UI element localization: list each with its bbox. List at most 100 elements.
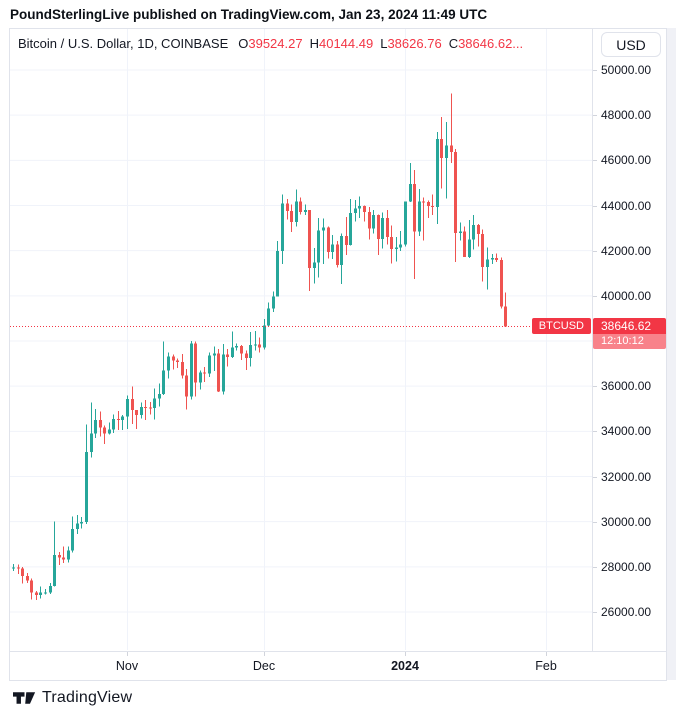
price-tick-mark [593,115,597,117]
candle-body [308,210,311,268]
price-tick-mark [593,566,597,568]
candle-body [103,427,106,434]
candle-body [181,362,184,376]
candle-body [486,259,489,268]
candle-body [372,214,375,229]
candle-wick [496,253,497,262]
price-tick-label: 48000.00 [601,108,652,123]
candle-body [185,375,188,397]
candle-body [276,250,279,297]
candle-body [213,353,216,356]
tradingview-brand[interactable]: TradingView [42,688,133,706]
candle-body [286,203,289,211]
time-axis-label: Dec [252,659,276,673]
candle-body [80,521,83,524]
candle-wick [400,231,401,252]
candle-wick [323,218,324,264]
bar-countdown: 12:10:12 [593,334,666,349]
tradingview-logo-icon[interactable] [13,690,36,705]
candle-body [390,237,393,250]
candle-body [126,398,129,417]
candle-body [258,344,261,348]
candle-body [17,567,20,569]
candle-body [62,557,65,560]
candle-wick [227,348,228,367]
candle-wick [54,521,55,587]
candle-body [445,145,448,158]
candle-body [249,345,252,359]
price-tick-label: 30000.00 [601,514,652,529]
candle-body [290,210,293,222]
candle-body [108,429,111,434]
candle-wick [478,224,479,247]
candle-body [58,555,61,558]
candle-body [254,344,257,346]
candle-body [304,210,307,212]
candle-body [240,345,243,354]
candle-body [167,356,170,371]
candle-wick [104,425,105,445]
candlestick-chart[interactable] [10,29,592,650]
candle-body [450,145,453,153]
candle-body [395,247,398,250]
candle-body [500,260,503,307]
candle-body [135,410,138,415]
candle-wick [45,589,46,595]
candle-body [399,244,402,248]
candle-body [85,452,88,522]
low-value: L38626.76 [380,36,442,51]
candle-wick [446,122,447,199]
chart-plot-area[interactable]: Bitcoin / U.S. Dollar, 1D, COINBASE O395… [10,29,592,651]
symbol-price-flag: BTCUSD [531,318,591,334]
price-axis[interactable]: 38646.62 12:10:12 50000.00 48000.00 46000.… [592,29,666,651]
candle-body [12,567,15,569]
last-price-badge: 38646.62 12:10:12 [593,318,666,349]
price-tick-mark [593,295,597,297]
price-tick-mark [593,205,597,207]
price-tick-label: 50000.00 [601,63,652,77]
candle-body [131,398,134,411]
candle-body [440,138,443,158]
candle-body [121,416,124,421]
page-edge-strip [666,28,676,680]
candle-body [345,235,348,245]
price-tick-label: 36000.00 [601,379,652,394]
price-tick-mark [593,521,597,523]
time-tick-mark [264,652,265,656]
candle-wick [36,590,37,600]
candle-body [263,325,266,348]
candle-body [418,201,421,232]
candle-body [413,183,416,232]
candle-wick [91,402,92,458]
candle-body [491,257,494,260]
candle-body [431,206,434,208]
price-tick-label: 46000.00 [601,153,652,168]
candle-body [226,354,229,358]
candle-body [349,212,352,245]
candle-body [468,239,471,257]
candle-wick [410,163,411,203]
candle-body [463,231,466,257]
candle-wick [145,400,146,421]
candle-body [44,592,47,594]
candle-body [272,296,275,309]
time-axis-label: Feb [535,659,557,673]
currency-button[interactable]: USD [601,32,661,57]
candle-body [436,138,439,207]
candle-body [99,420,102,428]
candle-body [386,217,389,238]
time-axis-label: Nov [115,659,139,673]
candle-body [422,201,425,203]
candle-body [162,370,165,395]
candle-body [377,214,380,239]
candle-body [331,244,334,253]
candle-body [117,419,120,421]
time-axis[interactable]: Nov Dec 2024 Feb [10,651,666,680]
candle-wick [136,409,137,429]
time-axis-label: 2024 [391,659,419,673]
candle-body [495,257,498,261]
candle-body [299,201,302,212]
price-tick-mark [593,250,597,252]
candle-body [358,206,361,209]
price-tick-label: 44000.00 [601,198,652,213]
